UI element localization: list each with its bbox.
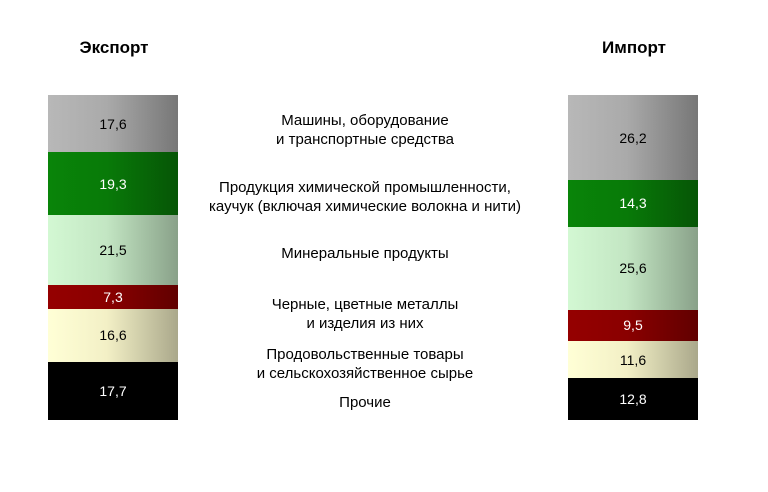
export-segment-0: 17,6 bbox=[48, 95, 178, 153]
import-segment-2: 25,6 bbox=[568, 226, 698, 310]
category-label-food: Продовольственные товары и сельскохозяйс… bbox=[256, 346, 474, 382]
export-segment-1: 19,3 bbox=[48, 152, 178, 215]
category-label-chemicals: Продукция химической промышленности, кау… bbox=[209, 179, 521, 215]
export-segment-4: 16,6 bbox=[48, 308, 178, 363]
import-segment-3: 9,5 bbox=[568, 309, 698, 341]
export-segment-5: 17,7 bbox=[48, 362, 178, 420]
category-label-machinery: Машины, оборудование и транспортные сред… bbox=[276, 112, 454, 148]
export-value-label-4: 16,6 bbox=[99, 327, 127, 344]
export-value-label-3: 7,3 bbox=[103, 288, 123, 305]
export-value-label-5: 17,7 bbox=[99, 383, 127, 400]
export-title: Экспорт bbox=[79, 38, 149, 57]
import-segment-0: 26,2 bbox=[568, 95, 698, 181]
import-value-label-5: 12,8 bbox=[619, 391, 647, 408]
category-label-minerals: Минеральные продукты bbox=[281, 245, 449, 262]
import-title: Импорт bbox=[602, 38, 666, 57]
export-value-label-2: 21,5 bbox=[99, 241, 127, 258]
export-segment-3: 7,3 bbox=[48, 284, 178, 309]
import-value-label-3: 9,5 bbox=[623, 317, 643, 334]
import-value-label-1: 14,3 bbox=[619, 195, 647, 212]
import-segment-4: 11,6 bbox=[568, 340, 698, 379]
export-value-label-0: 17,6 bbox=[99, 115, 127, 132]
import-value-label-0: 26,2 bbox=[619, 129, 647, 146]
import-segment-5: 12,8 bbox=[568, 378, 698, 420]
export-segment-2: 21,5 bbox=[48, 214, 178, 285]
export-bar: 17,6 19,3 21,5 7,3 16,6 17,7 bbox=[48, 95, 178, 420]
import-bar: 26,2 14,3 25,6 9,5 11,6 12,8 bbox=[568, 95, 698, 420]
import-value-label-4: 11,6 bbox=[619, 351, 647, 368]
import-segment-1: 14,3 bbox=[568, 180, 698, 227]
category-label-metals: Черные, цветные металлы и изделия из них bbox=[271, 296, 459, 332]
export-value-label-1: 19,3 bbox=[99, 175, 127, 192]
category-label-other: Прочие bbox=[339, 394, 391, 411]
import-value-label-2: 25,6 bbox=[619, 260, 647, 277]
